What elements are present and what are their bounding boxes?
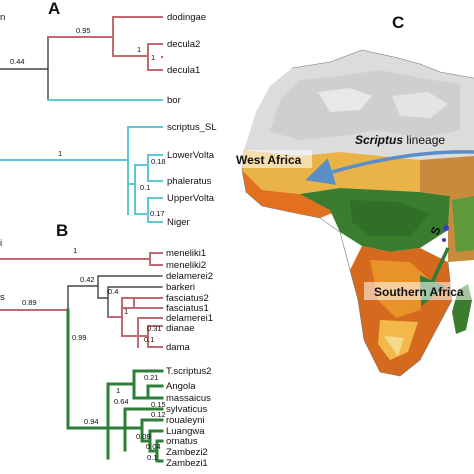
tip-roualeyni: roualeyni	[166, 415, 205, 426]
tip-dodingae: dodingae	[167, 12, 206, 23]
tree-b: B i s 1 0.89 0.99 0.42 0.4 1 0.31 0.1 0.…	[0, 221, 213, 469]
tip-delamerei2: delamerei2	[166, 271, 213, 282]
support-b-rou: 0.12	[151, 410, 166, 419]
support-b-fas: 1	[124, 307, 128, 316]
support-b-grp: 0.99	[72, 333, 87, 342]
tree-a-left-fragment: n	[0, 12, 5, 23]
support-a-root: 0.44	[10, 57, 25, 66]
tip-barkeri: barkeri	[166, 282, 195, 293]
tree-b-fasciatus-clade	[107, 297, 163, 348]
tip-massaicus: massaicus	[166, 393, 211, 404]
tree-b-green-clade	[66, 369, 164, 463]
support-a-uvn: 0.17	[150, 209, 165, 218]
support-b-men: 1	[73, 246, 77, 255]
tip-fasciatus1: fasciatus1	[166, 303, 209, 314]
africa-map: C West Africa Scriptus lineage Southern …	[232, 13, 474, 377]
tip-sylvaticus: sylvaticus	[166, 404, 207, 415]
support-b-orn: 0.04	[146, 442, 161, 451]
west-africa-label: West Africa	[236, 153, 302, 167]
scriptus-lineage-label: Scriptus lineage	[355, 133, 445, 147]
tip-phaleratus: phaleratus	[167, 176, 212, 187]
support-b-zam: 0.1	[147, 453, 157, 462]
support-a-lv: 0.18	[151, 157, 166, 166]
tip-meneliki1: meneliki1	[166, 248, 206, 259]
tree-a-scriptus-clade	[0, 126, 163, 223]
support-b-del: 0.42	[80, 275, 95, 284]
support-a-scr: 1	[58, 149, 62, 158]
support-a-dod: 0.95	[76, 26, 91, 35]
tip-dama: dama	[166, 342, 190, 353]
tip-decula2: decula2	[167, 39, 200, 50]
tip-zambezi1: Zambezi1	[166, 458, 208, 469]
support-a-dec: 1	[137, 45, 141, 54]
tip-scriptus-sl: scriptus_SL	[167, 122, 217, 133]
tree-b-left-fragment-1: i	[0, 238, 2, 249]
tip-niger: Niger	[167, 217, 190, 228]
tip-angola: Angola	[166, 381, 196, 392]
support-b-syl: 0.15	[151, 400, 166, 409]
support-b-dama: 0.1	[144, 335, 154, 344]
tip-delamerei1: delamerei1	[166, 313, 213, 324]
panel-b-label: B	[56, 221, 68, 240]
tree-b-meneliki-clade	[0, 252, 163, 266]
support-b-green: 0.94	[84, 417, 99, 426]
tip-uppervolta: UpperVolta	[167, 193, 215, 204]
support-b-root: 0.89	[22, 298, 37, 307]
tip-t-scriptus2: T.scriptus2	[166, 366, 211, 377]
tip-ornatus: ornatus	[166, 436, 198, 447]
support-b-mid: 0.64	[114, 397, 129, 406]
support-a-lvp: 0.1	[140, 183, 150, 192]
support-b-del1: 0.31	[147, 324, 162, 333]
tip-luangwa: Luangwa	[166, 426, 205, 437]
panel-c-label: C	[392, 13, 404, 32]
support-a-dec12: 1	[151, 53, 155, 62]
support-b-lua: 0.08	[136, 432, 151, 441]
tip-lowervolta: LowerVolta	[167, 150, 215, 161]
tree-b-left-fragment-2: s	[0, 292, 5, 303]
support-b-ang: 0.21	[144, 373, 159, 382]
tree-a-red-clade	[47, 16, 163, 71]
southern-africa-label: Southern Africa	[374, 285, 464, 299]
tip-bor: bor	[167, 95, 181, 106]
tip-fasciatus2: fasciatus2	[166, 293, 209, 304]
panel-a-label: A	[48, 0, 60, 18]
support-b-ang2: 1	[116, 386, 120, 395]
tip-decula1: decula1	[167, 65, 200, 76]
tip-zambezi2: Zambezi2	[166, 447, 208, 458]
west-africa-region	[242, 170, 340, 218]
tip-meneliki2: meneliki2	[166, 260, 206, 271]
scriptus-lineage-arrow	[305, 150, 474, 185]
support-b-bar: 0.4	[108, 287, 118, 296]
tree-a: A n 0.44 0.95 1 1 1 0.18 0.1 0.17 doding…	[0, 0, 217, 228]
tip-dianae: dianae	[166, 323, 195, 334]
